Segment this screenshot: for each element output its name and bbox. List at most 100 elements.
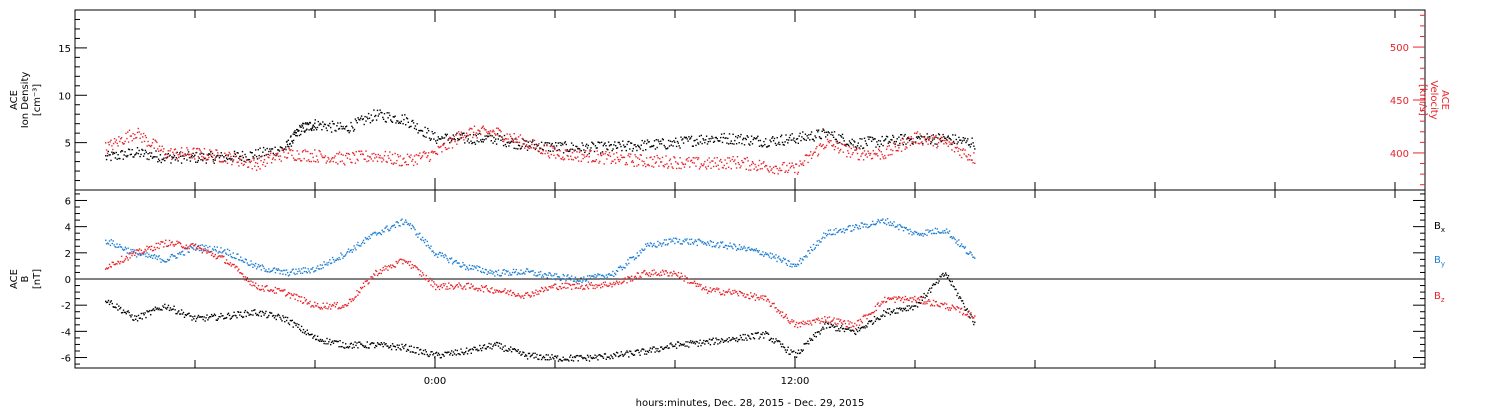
data-point [739,334,742,337]
data-point [879,305,881,307]
data-point [166,306,169,309]
data-point [593,357,595,359]
data-point [848,140,851,142]
data-point [405,350,408,352]
data-point [416,163,418,165]
data-point [544,142,546,144]
data-point [238,259,240,261]
data-point [636,149,638,152]
data-point [766,146,769,148]
data-point [926,295,928,297]
data-point [782,257,785,259]
data-point [562,356,564,358]
data-point [750,135,753,137]
data-point [369,278,371,280]
data-point [487,271,489,273]
data-point [132,319,134,321]
data-point [401,218,403,220]
data-point [799,160,801,162]
data-point [310,306,312,308]
data-point [477,290,479,292]
data-point [741,292,743,294]
data-point [185,314,187,317]
data-point [469,348,472,351]
data-point [645,149,647,151]
data-point [872,312,875,314]
data-point [690,340,692,342]
data-point [747,247,749,249]
data-point [666,148,668,150]
data-point [798,135,800,137]
data-point [286,316,289,319]
data-point [830,320,832,323]
data-point [426,353,428,356]
data-point [375,344,377,347]
data-point [129,251,131,254]
data-point [596,147,598,149]
data-point [198,249,201,252]
data-point [860,320,862,322]
data-point [350,342,352,344]
data-point [772,171,774,174]
data-point [972,142,974,144]
data-point [908,305,910,307]
data-point [182,246,185,248]
data-point [288,323,291,326]
data-point [764,253,766,256]
data-point [631,160,634,162]
data-point [105,301,108,304]
data-point [597,273,599,275]
data-point [281,147,283,149]
data-point [528,352,531,355]
data-point [311,268,313,270]
data-point [177,242,179,244]
data-point [874,320,877,322]
data-point [178,310,180,312]
data-point [876,152,878,155]
data-point [780,315,783,317]
data-point [211,315,214,317]
data-point [575,355,577,357]
data-point [839,229,841,231]
data-point [817,129,820,131]
data-point [769,166,771,168]
data-point [499,291,502,293]
data-point [476,140,478,142]
data-point [624,353,626,355]
data-point [499,275,502,277]
data-point [110,266,112,268]
data-point [270,289,273,291]
data-point [967,311,969,313]
data-point [937,133,940,135]
data-point [322,156,324,159]
data-point [716,287,718,289]
data-point [476,348,478,350]
data-point [407,223,410,225]
data-point [465,283,468,285]
data-point [757,251,759,253]
data-point [130,135,132,137]
data-point [225,157,228,159]
bottom-tick-label: -2 [61,301,71,312]
data-point [926,137,928,140]
data-point [710,137,712,140]
data-point [954,288,956,291]
data-point [720,338,723,340]
data-point [383,155,386,157]
data-point [111,302,113,305]
data-point [577,287,579,289]
data-point [626,350,628,352]
data-point [810,133,812,136]
data-point [675,161,677,163]
data-point [806,322,808,325]
data-point [584,156,586,158]
data-point [565,143,567,146]
data-point [629,350,631,352]
data-point [206,153,208,156]
data-point [580,150,582,152]
data-point [366,237,368,240]
data-point [865,226,867,228]
data-point [451,285,454,288]
data-point [634,275,637,278]
data-point [970,252,972,254]
